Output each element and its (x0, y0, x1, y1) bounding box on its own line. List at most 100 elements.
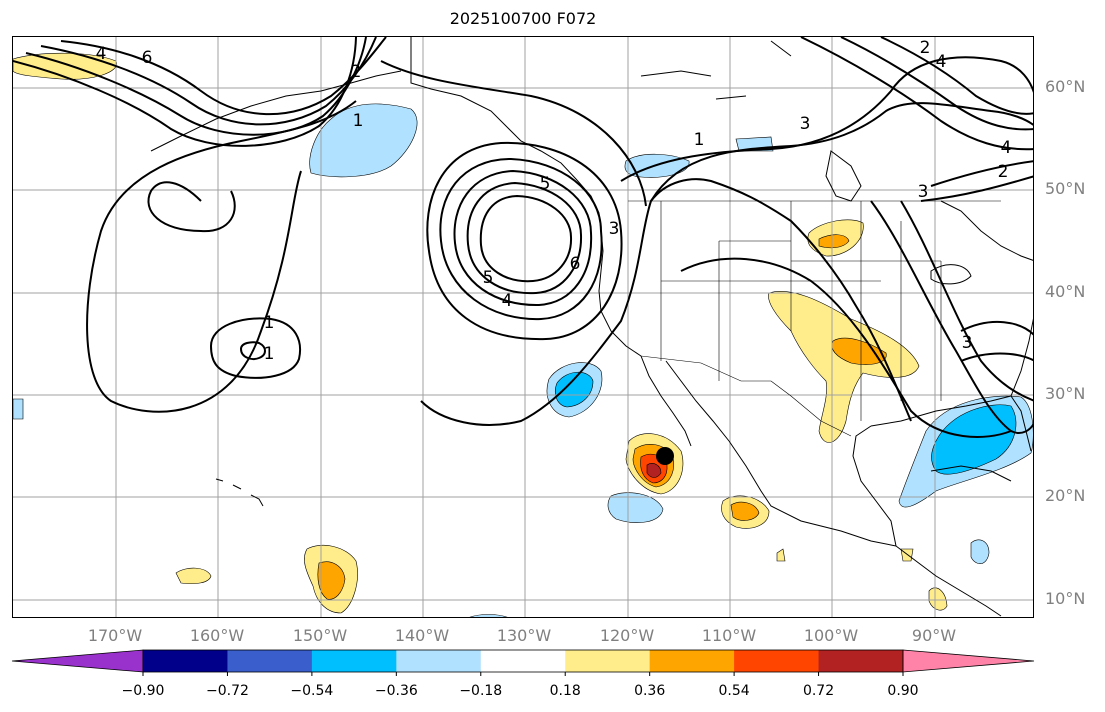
contour-east-trough-1 (900, 200, 1033, 402)
neg-area-pacific-small (607, 492, 664, 523)
contour-1-loop-west (147, 181, 236, 233)
colorbar-tick-label: −0.18 (459, 683, 503, 699)
contour-pacific-low-4 (479, 194, 573, 283)
colorbar-tick-label: −0.36 (374, 683, 418, 699)
contour-north-bering-3 (13, 37, 357, 147)
neg-area-bottom (469, 614, 508, 617)
contour-ring-3 (426, 141, 623, 341)
colorbar-tick-label: −0.54 (290, 683, 334, 699)
neg-area-gulf-mexico-core (931, 404, 1017, 475)
colorbar-segment (649, 650, 735, 672)
contour-label: 6 (142, 48, 153, 68)
lon-label: 150°W (292, 626, 348, 645)
pos-area-northern-plains-core (818, 234, 850, 249)
pos-area-southern-plains (768, 290, 920, 443)
contour-value-labels: 6 4 1 2 1 1 6 5 4 5 3 3 4 3 1 3 2 4 2 (96, 38, 1012, 364)
contour-label: 4 (1001, 138, 1012, 158)
neg-area-baja-west-core (555, 371, 594, 408)
pos-area-hawaii-south-core (317, 561, 346, 600)
contour-lines (13, 37, 1033, 438)
contour-east-trough-3 (680, 257, 1012, 438)
aleutians (150, 70, 402, 152)
colorbar-segment (480, 650, 566, 672)
neg-area-central-america (970, 539, 990, 564)
canada-arctic (640, 40, 792, 100)
mexico-west-coast (728, 440, 897, 547)
colorbar-segment (227, 650, 313, 672)
contour-label: 2 (920, 38, 931, 58)
lon-label: 160°W (189, 626, 245, 645)
gulf-california (665, 360, 730, 442)
lat-label: 20°N (1045, 486, 1086, 505)
contour-label: 6 (570, 254, 581, 274)
contour-label: 5 (483, 268, 494, 288)
contour-1-west (86, 100, 357, 413)
lat-label: 60°N (1045, 77, 1086, 96)
map-title: 2025100700 F072 (449, 9, 597, 28)
contour-label: 3 (962, 333, 973, 353)
anomaly-fills (13, 52, 1033, 617)
contour-label: 3 (609, 219, 620, 239)
contour-1-central (420, 178, 912, 426)
lon-label: 100°W (803, 626, 859, 645)
colorbar-tick-label: −0.90 (121, 683, 165, 699)
contour-label: 2 (998, 162, 1009, 182)
us-gulf-coast (870, 395, 1012, 427)
contour-3-north (650, 102, 1033, 202)
map-panel: 6 4 1 2 1 1 6 5 4 5 3 3 4 3 1 3 2 4 2 (12, 36, 1034, 618)
contour-label: 3 (800, 114, 811, 134)
cuba (930, 465, 1012, 482)
pos-area-caribbean (928, 587, 948, 611)
contour-pacific-low-2 (453, 169, 593, 307)
political-borders (628, 200, 1001, 437)
colorbar-tick-label: 0.36 (634, 683, 666, 699)
canada-coast-east (940, 200, 1033, 261)
colorbar-tick-label: 0.18 (549, 683, 581, 699)
florida (1010, 395, 1032, 452)
contour-1-small-low-inner (239, 341, 266, 360)
colorbar-tick-label: 0.54 (718, 683, 750, 699)
colorbar-ticks (142, 672, 904, 676)
contour-north-bering-4 (25, 37, 367, 136)
alaska-coast (410, 37, 602, 232)
us-west-coast (598, 230, 642, 357)
contour-east-2 (920, 175, 1033, 202)
pos-area-baja-south-max (646, 463, 662, 478)
great-lakes (930, 264, 972, 285)
colorbar-outline (142, 649, 904, 673)
contour-label: 4 (96, 44, 107, 64)
neg-area-gulf-alaska (309, 103, 418, 178)
pos-area-mexico-coast-core (730, 501, 760, 521)
contour-label: 1 (264, 344, 275, 364)
lat-label: 50°N (1045, 179, 1086, 198)
pos-area-southern-plains-core (831, 337, 887, 365)
contour-northeast-1 (800, 37, 1033, 151)
hawaii-islands (215, 478, 264, 507)
map-canvas: 6 4 1 2 1 1 6 5 4 5 3 3 4 3 1 3 2 4 2 (13, 37, 1033, 617)
contour-pacific-low-1 (439, 157, 603, 321)
contour-northeast-3 (880, 37, 1033, 115)
lat-label: 10°N (1045, 589, 1086, 608)
lon-label: 130°W (496, 626, 552, 645)
colorbar-segments (11, 649, 1035, 673)
colorbar-segment (311, 650, 397, 672)
mexico-gulf-coast (852, 425, 897, 547)
baja-peninsula (640, 355, 692, 447)
lon-label: 90°W (911, 626, 957, 645)
storm-center-marker (656, 447, 674, 465)
lon-label: 110°W (701, 626, 757, 645)
contour-1-small-low (209, 317, 301, 379)
contour-label: 4 (936, 52, 947, 72)
contour-northeast-2 (840, 37, 1033, 131)
pos-area-mexico-small (776, 548, 786, 562)
lon-label: 120°W (599, 626, 655, 645)
colorbar-segment (396, 650, 482, 672)
contour-north-bering-5 (40, 37, 377, 126)
colorbar-segment (143, 650, 228, 672)
contour-label: 3 (918, 182, 929, 202)
contour-pacific-low-3 (466, 181, 583, 295)
contour-east-trough-2 (870, 200, 1033, 434)
colorbar-tick-label: 0.72 (802, 683, 835, 699)
colorbar-tick-label: 0.90 (887, 683, 919, 699)
lat-lon-grid (13, 37, 1033, 617)
